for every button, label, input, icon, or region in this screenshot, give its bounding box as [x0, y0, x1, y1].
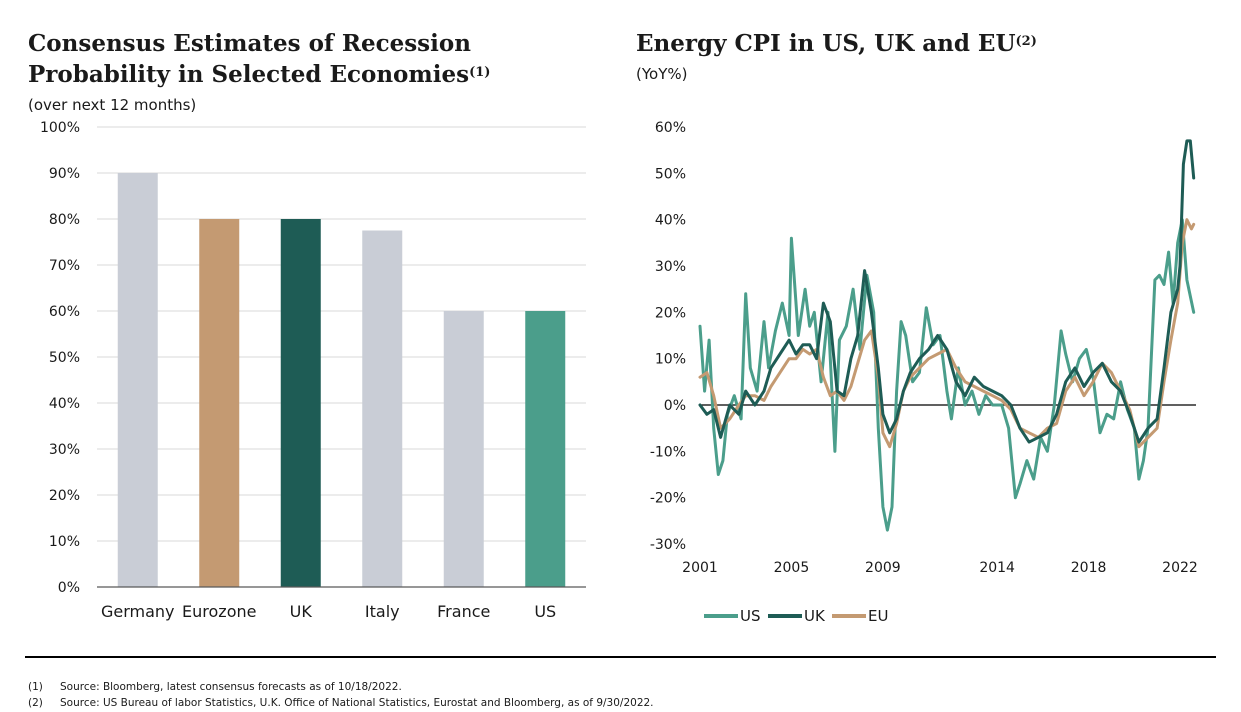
left-chart-title-line1: Consensus Estimates of Recession — [28, 30, 471, 57]
footnote-1: (1) Source: Bloomberg, latest consensus … — [28, 679, 654, 695]
right-chart-title-text: Energy CPI in US, UK and EU — [636, 30, 1016, 57]
bar-chart-ytick-label: 0% — [58, 580, 80, 596]
legend-label-uk: UK — [804, 607, 826, 625]
bar-chart-ytick-label: 40% — [49, 396, 80, 412]
legend-label-eu: EU — [868, 607, 888, 625]
bar-chart-ytick-label: 100% — [40, 120, 80, 136]
bar-chart-ytick-label: 50% — [49, 350, 80, 366]
bar-france — [443, 311, 484, 587]
line-chart-ytick-label: 40% — [655, 213, 686, 229]
line-chart-ytick-label: 20% — [655, 305, 686, 321]
line-chart-ytick-label: 30% — [655, 259, 686, 275]
bar-chart-category-label: France — [437, 602, 490, 621]
footnotes: (1) Source: Bloomberg, latest consensus … — [28, 679, 654, 711]
right-chart-subtitle: (YoY%) — [636, 65, 688, 83]
bar-chart-ytick-label: 30% — [49, 442, 80, 458]
line-chart-xtick-label: 2022 — [1162, 560, 1198, 576]
line-chart-ytick-label: 0% — [664, 398, 686, 414]
bar-us — [525, 311, 566, 587]
left-chart-title-line2: Probability in Selected Economies — [28, 61, 470, 88]
line-chart-ytick-label: -30% — [650, 537, 686, 553]
legend-label-us: US — [740, 607, 761, 625]
bar-chart-ytick-label: 70% — [49, 258, 80, 274]
bar-chart-category-label: UK — [290, 602, 313, 621]
left-chart-subtitle: (over next 12 months) — [28, 96, 197, 114]
left-chart-title-footnote-marker: (1) — [469, 65, 491, 80]
line-chart-xtick-label: 2018 — [1071, 560, 1107, 576]
bar-chart-ytick-label: 60% — [49, 304, 80, 320]
line-chart-xtick-label: 2014 — [979, 560, 1015, 576]
line-chart-ytick-label: 60% — [655, 120, 686, 136]
footnote-number: (1) — [28, 681, 43, 693]
bar-chart-ytick-label: 90% — [49, 166, 80, 182]
bar-chart-category-label: Eurozone — [182, 602, 256, 621]
line-chart-xtick-label: 2001 — [682, 560, 718, 576]
line-chart-xtick-label: 2009 — [865, 560, 901, 576]
bar-eurozone — [199, 219, 240, 587]
right-chart-title: Energy CPI in US, UK and EU(2) — [636, 28, 1037, 59]
energy-cpi-line-chart: -30% -20% -10% 0% 10% 20% 30% 40% 50% 60% 2001 2005… — [650, 120, 1198, 625]
bar-chart-category-label: US — [534, 602, 556, 621]
line-chart-xtick-label: 2005 — [774, 560, 810, 576]
bar-chart-category-label: Germany — [101, 602, 175, 621]
bar-uk — [280, 219, 321, 587]
footnote-text: Source: Bloomberg, latest consensus fore… — [60, 681, 402, 693]
recession-probability-bar-chart: 0% 10% 20% 30% 40% 50% 60% 70% 80% 90% 100% Germany… — [40, 120, 586, 621]
footnote-text: Source: US Bureau of labor Statistics, U… — [60, 697, 654, 709]
left-chart-title: Consensus Estimates of Recession Probabi… — [28, 28, 490, 90]
bar-chart-ytick-label: 20% — [49, 488, 80, 504]
bar-chart-ytick-label: 80% — [49, 212, 80, 228]
line-chart-ytick-label: -10% — [650, 444, 686, 460]
bar-italy — [362, 230, 403, 587]
footnote-number: (2) — [28, 697, 43, 709]
footnote-divider — [25, 656, 1216, 658]
right-chart-title-footnote-marker: (2) — [1015, 34, 1037, 49]
line-chart-ytick-label: 10% — [655, 352, 686, 368]
bar-chart-category-label: Italy — [365, 602, 400, 621]
bar-chart-ytick-label: 10% — [49, 534, 80, 550]
series-line-uk — [698, 139, 1196, 444]
footnote-2: (2) Source: US Bureau of labor Statistic… — [28, 695, 654, 711]
line-chart-ytick-label: -20% — [650, 491, 686, 507]
series-line-us — [698, 218, 1196, 532]
line-chart-ytick-label: 50% — [655, 166, 686, 182]
bar-germany — [117, 173, 158, 587]
